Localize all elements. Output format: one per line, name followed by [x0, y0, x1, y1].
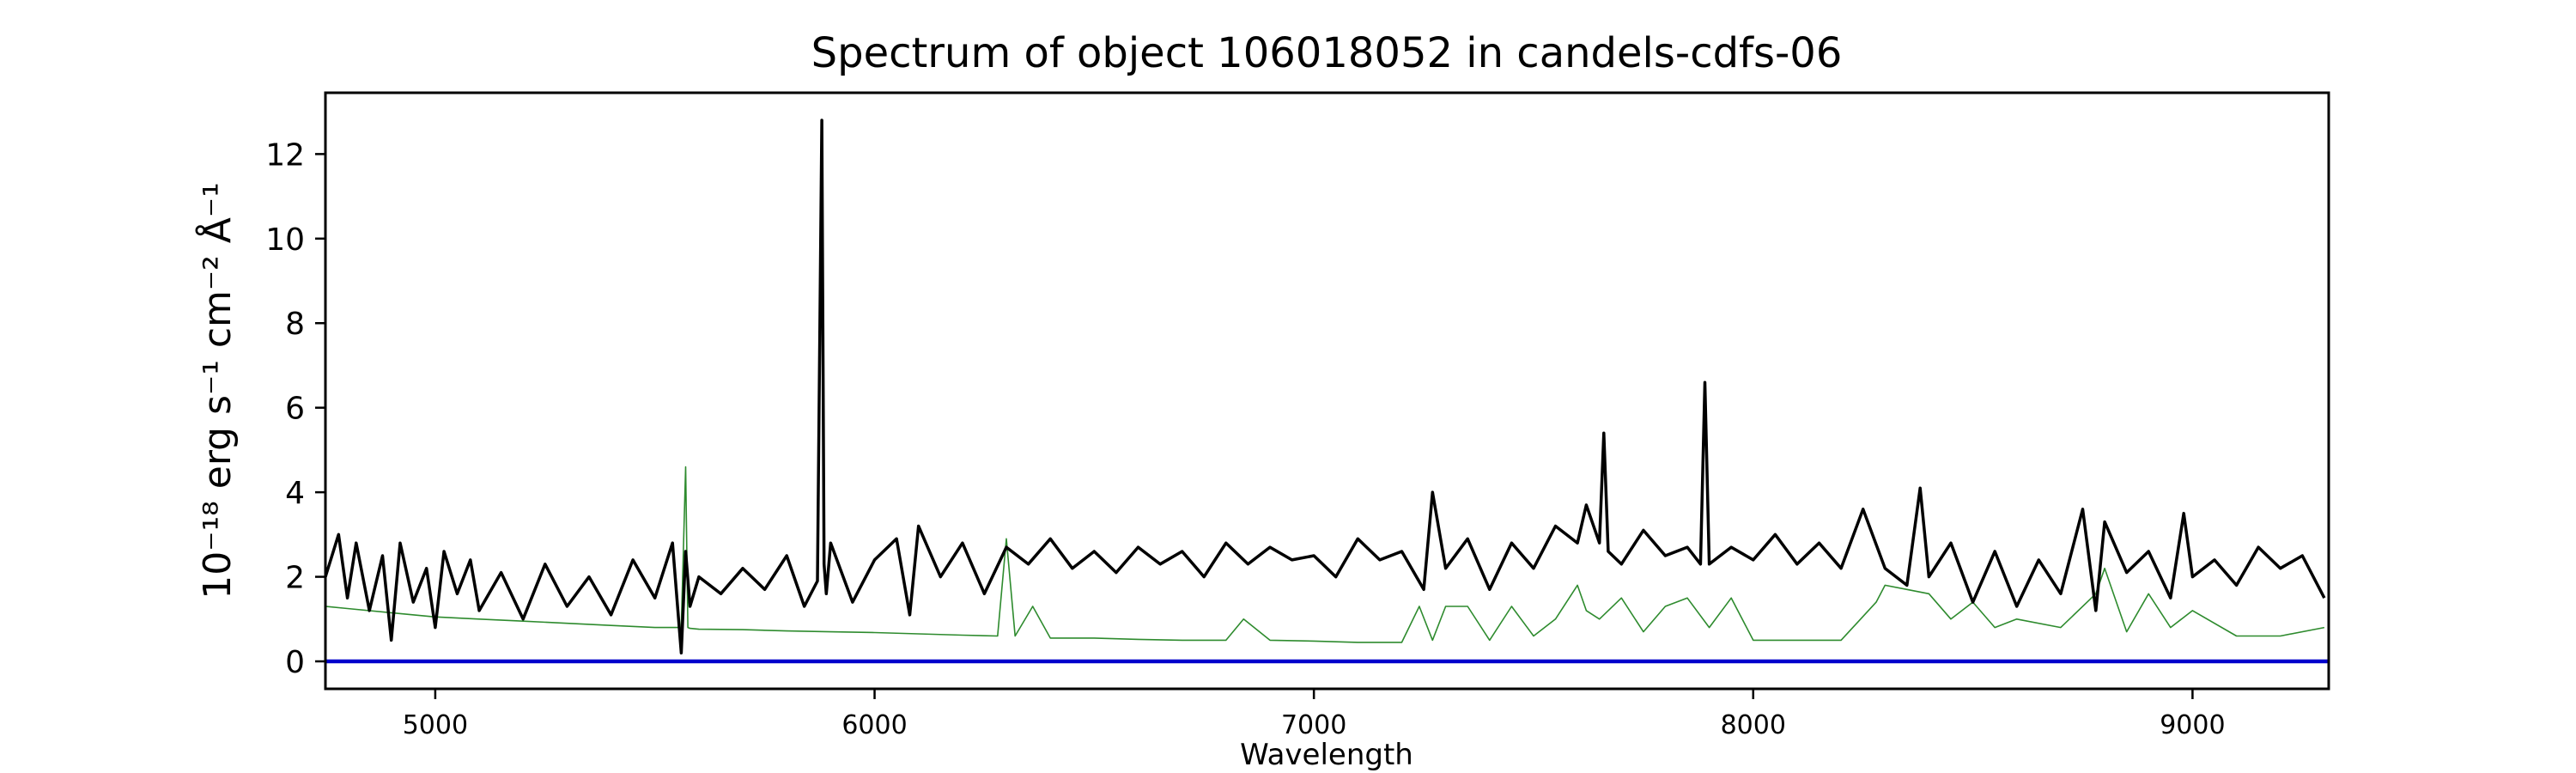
x-tick-label: 8000 — [1721, 710, 1786, 740]
y-tick-label: 4 — [285, 476, 305, 511]
x-axis-ticks: 5000 6000 7000 8000 9000 — [403, 689, 2226, 740]
y-tick-label: 10 — [265, 222, 305, 258]
x-axis-label: Wavelength — [1240, 738, 1413, 772]
x-tick-label: 6000 — [841, 710, 907, 740]
x-tick-label: 7000 — [1281, 710, 1346, 740]
y-tick-label: 2 — [285, 561, 305, 596]
chart-title: Spectrum of object 106018052 in candels-… — [811, 29, 1843, 77]
y-tick-label: 0 — [285, 645, 305, 680]
y-axis-ticks: 0 2 4 6 8 10 12 — [265, 137, 325, 680]
plot-frame — [324, 91, 2330, 691]
y-tick-label: 12 — [265, 137, 305, 173]
x-tick-label: 5000 — [403, 710, 468, 740]
x-tick-label: 9000 — [2160, 710, 2225, 740]
y-axis-label: 10⁻¹⁸ erg s⁻¹ cm⁻² Å⁻¹ — [194, 182, 240, 599]
plot-area — [325, 119, 2329, 664]
error-series-line — [325, 466, 2325, 643]
y-tick-label: 8 — [285, 307, 305, 342]
flux-series-line — [325, 119, 2326, 654]
y-tick-label: 6 — [285, 392, 305, 427]
